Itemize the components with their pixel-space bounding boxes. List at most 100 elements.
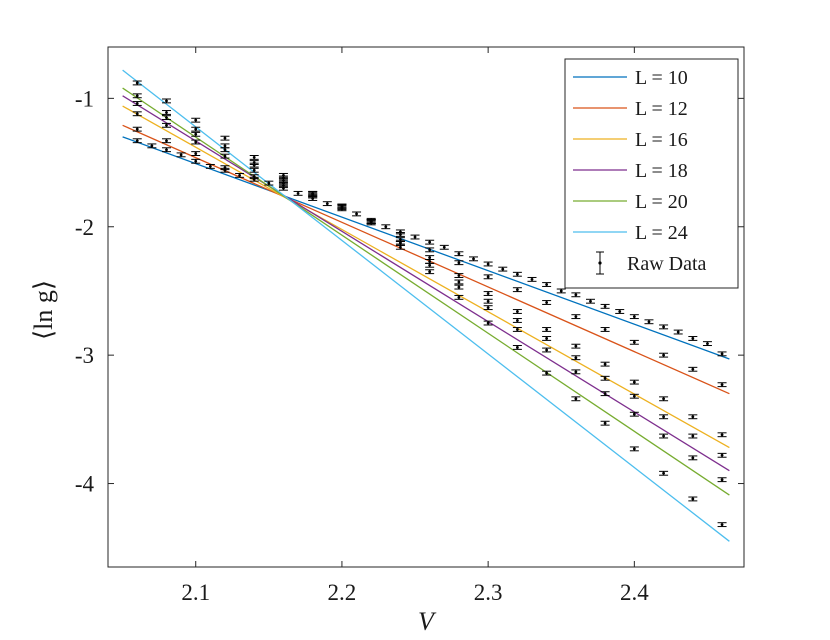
x-tick-label: 2.2 — [328, 580, 357, 605]
raw-data-point — [191, 117, 201, 123]
data-marker — [632, 394, 636, 398]
data-marker — [574, 293, 578, 297]
data-marker — [194, 159, 198, 163]
legend: L = 10 L = 12 L = 16 L = 18 L = 20 L = 24 Raw … — [564, 58, 739, 289]
raw-data-point — [454, 284, 464, 290]
raw-data-point — [220, 165, 230, 171]
raw-data-point — [249, 167, 259, 173]
raw-data-point — [512, 271, 522, 277]
data-marker — [530, 277, 534, 281]
data-marker — [515, 288, 519, 292]
data-marker — [457, 252, 461, 256]
data-marker — [706, 342, 709, 345]
raw-data-point — [659, 414, 669, 420]
data-marker — [428, 270, 432, 274]
data-marker — [150, 144, 154, 148]
data-marker — [135, 81, 139, 85]
data-marker — [165, 116, 168, 120]
raw-data-point — [498, 266, 508, 272]
raw-data-point — [249, 174, 259, 180]
data-marker — [545, 371, 549, 375]
raw-data-point — [571, 343, 581, 349]
raw-data-point — [483, 291, 493, 296]
raw-data-point — [425, 262, 435, 268]
data-marker — [545, 348, 549, 352]
data-marker — [691, 434, 695, 438]
data-marker — [165, 148, 168, 152]
fit-line-24 — [122, 69, 730, 542]
data-marker — [603, 376, 607, 380]
data-marker — [208, 165, 212, 168]
raw-data-point — [717, 452, 727, 458]
data-marker — [515, 328, 519, 331]
data-marker — [662, 415, 665, 419]
data-marker — [632, 380, 636, 384]
raw-data-point — [542, 347, 552, 353]
raw-data-point — [191, 139, 201, 145]
x-tick-label: 2.3 — [474, 580, 503, 605]
data-marker — [223, 154, 227, 158]
data-marker — [603, 362, 607, 366]
raw-data-point — [132, 126, 142, 132]
data-marker — [632, 340, 636, 344]
data-marker — [574, 370, 578, 374]
raw-data-point — [556, 288, 566, 294]
data-marker — [691, 497, 695, 501]
y-axis-label: ⟨ln g⟩ — [29, 280, 58, 340]
raw-data-point — [629, 379, 639, 385]
data-marker — [545, 301, 549, 304]
raw-data-point — [542, 282, 552, 287]
data-marker — [457, 285, 461, 289]
legend-label-raw-data: Raw Data — [627, 253, 707, 275]
data-marker — [720, 478, 724, 482]
raw-data-point — [629, 339, 639, 345]
data-marker — [486, 306, 490, 310]
raw-data-point — [337, 203, 347, 209]
data-marker — [223, 144, 227, 148]
ticks: 2.1 2.2 2.3 2.4 -1 -2 -3 -4 — [75, 47, 744, 605]
raw-data-point — [410, 234, 420, 240]
raw-data-point — [717, 432, 727, 438]
raw-data-point — [512, 318, 522, 323]
raw-data-point — [659, 396, 669, 402]
data-marker — [618, 310, 622, 313]
data-marker — [413, 235, 417, 239]
data-marker — [676, 330, 680, 334]
raw-data-point — [132, 138, 142, 144]
raw-data-point — [600, 420, 610, 426]
raw-data-point — [395, 232, 405, 237]
data-marker — [135, 94, 139, 98]
raw-data-point — [132, 93, 142, 99]
data-marker — [165, 111, 168, 114]
raw-data-point — [425, 269, 435, 275]
raw-data-point — [220, 153, 230, 159]
legend-box — [564, 58, 739, 289]
data-marker — [720, 352, 724, 356]
data-marker — [325, 202, 329, 206]
raw-data-point — [454, 260, 464, 266]
raw-data-point — [483, 305, 493, 311]
legend-label-18: L = 18 — [635, 160, 688, 182]
data-marker — [662, 471, 665, 475]
data-marker — [720, 453, 724, 457]
data-marker — [515, 319, 519, 322]
data-marker — [428, 240, 432, 244]
data-marker — [399, 242, 402, 245]
data-marker — [135, 127, 139, 131]
data-marker — [632, 447, 636, 451]
raw-data-point — [161, 98, 171, 104]
legend-label-24: L = 24 — [635, 222, 688, 244]
raw-data-point — [425, 247, 435, 253]
raw-data-point — [688, 433, 698, 439]
legend-label-10: L = 10 — [635, 67, 688, 89]
legend-marker — [598, 261, 602, 265]
raw-data-point — [469, 256, 479, 262]
raw-data-point — [425, 239, 435, 245]
raw-data-point — [512, 309, 522, 314]
data-marker — [457, 261, 461, 265]
raw-data-point — [176, 152, 186, 158]
data-marker — [223, 166, 227, 170]
data-marker — [501, 267, 505, 271]
raw-data-point — [615, 309, 625, 314]
raw-data-point — [688, 414, 698, 420]
